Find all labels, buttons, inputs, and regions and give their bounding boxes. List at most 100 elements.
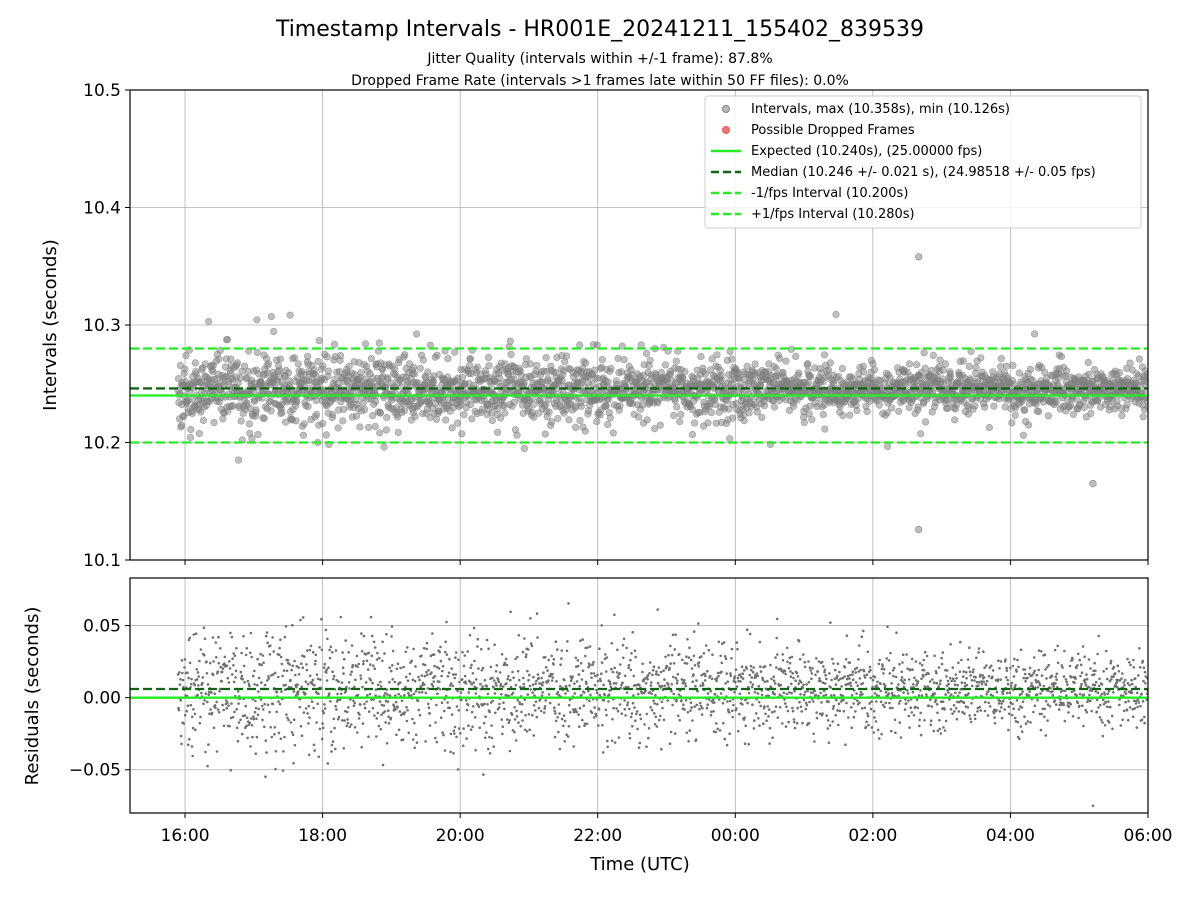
interval-point xyxy=(651,425,659,433)
residual-point xyxy=(603,657,607,661)
residual-point xyxy=(923,719,926,722)
residual-point xyxy=(659,714,662,718)
residual-point xyxy=(750,668,753,672)
residual-point xyxy=(981,674,984,677)
residual-point xyxy=(977,651,980,654)
residual-point xyxy=(523,637,526,640)
residual-point xyxy=(522,685,526,689)
interval-point xyxy=(688,430,697,439)
interval-point xyxy=(199,416,208,425)
interval-point xyxy=(367,355,376,363)
residual-point xyxy=(854,671,858,674)
residual-point xyxy=(987,690,990,693)
residual-point xyxy=(920,677,923,681)
interval-point xyxy=(562,352,571,360)
residual-point xyxy=(260,663,264,667)
residual-point xyxy=(684,698,688,702)
residual-point xyxy=(406,646,409,649)
residual-point xyxy=(386,693,389,696)
interval-point xyxy=(996,363,1005,371)
residual-point xyxy=(548,701,552,705)
residual-point xyxy=(307,722,310,725)
residual-point xyxy=(329,645,333,649)
residual-point xyxy=(649,684,653,687)
residual-point xyxy=(573,682,576,685)
interval-point xyxy=(533,361,541,369)
interval-point xyxy=(466,361,474,369)
residual-point xyxy=(396,706,399,709)
residual-point xyxy=(693,705,696,708)
residual-point xyxy=(217,635,220,639)
residual-point xyxy=(970,684,974,688)
interval-point xyxy=(237,417,245,425)
residual-point xyxy=(752,666,755,669)
residual-point xyxy=(604,653,607,656)
residual-point xyxy=(618,703,622,706)
residual-point xyxy=(412,692,416,696)
residual-point xyxy=(790,691,793,695)
residual-point xyxy=(948,698,951,701)
residual-point xyxy=(562,724,565,728)
residual-point xyxy=(939,679,942,682)
residual-point xyxy=(486,692,490,696)
residual-point xyxy=(938,682,942,686)
residual-point xyxy=(1031,685,1035,689)
residual-point xyxy=(186,743,190,747)
residual-point xyxy=(884,690,888,694)
residual-point xyxy=(1045,677,1048,680)
residual-point xyxy=(514,683,518,687)
residual-point xyxy=(278,653,281,657)
residual-point xyxy=(941,651,945,654)
interval-point xyxy=(278,408,286,417)
residual-point xyxy=(212,726,216,730)
residual-point xyxy=(706,669,709,673)
residual-point xyxy=(899,736,903,739)
interval-point xyxy=(676,418,684,426)
residual-point xyxy=(556,648,559,651)
residual-point xyxy=(915,698,919,701)
residual-point xyxy=(911,668,914,671)
residual-point xyxy=(993,722,997,725)
interval-point xyxy=(690,419,699,427)
residual-point xyxy=(901,661,904,664)
residual-point xyxy=(976,684,980,687)
residual-point xyxy=(195,678,199,681)
residual-point xyxy=(663,684,667,688)
interval-point xyxy=(869,360,877,368)
residual-point xyxy=(592,660,595,664)
residual-point xyxy=(292,718,296,721)
residual-point xyxy=(486,703,489,706)
residual-point xyxy=(180,659,184,662)
residual-point xyxy=(449,732,453,736)
residual-point xyxy=(581,718,584,722)
residual-point xyxy=(414,733,418,737)
residual-point xyxy=(648,661,652,664)
residual-point xyxy=(527,678,530,682)
residual-point xyxy=(441,731,445,734)
residual-point xyxy=(970,701,973,705)
residual-point xyxy=(332,677,335,681)
interval-point xyxy=(576,341,584,349)
residual-point xyxy=(1001,699,1005,703)
residual-point xyxy=(998,699,1002,703)
residual-point xyxy=(495,684,498,687)
residual-point xyxy=(215,750,219,753)
residual-point xyxy=(532,704,536,707)
residual-point xyxy=(251,735,254,739)
residual-point xyxy=(627,663,631,667)
residual-point xyxy=(782,691,786,695)
residual-point xyxy=(691,680,694,683)
interval-point xyxy=(252,406,260,414)
residual-point xyxy=(1019,648,1023,652)
residual-point xyxy=(219,665,222,669)
interval-point xyxy=(743,362,751,370)
residual-point xyxy=(290,668,293,672)
residual-point xyxy=(868,665,872,669)
residual-point xyxy=(489,665,493,669)
residual-point xyxy=(963,681,967,685)
interval-point xyxy=(494,405,502,413)
residual-point xyxy=(239,670,243,674)
residual-point xyxy=(386,709,390,712)
residual-point xyxy=(426,702,430,706)
residual-point xyxy=(835,674,839,678)
